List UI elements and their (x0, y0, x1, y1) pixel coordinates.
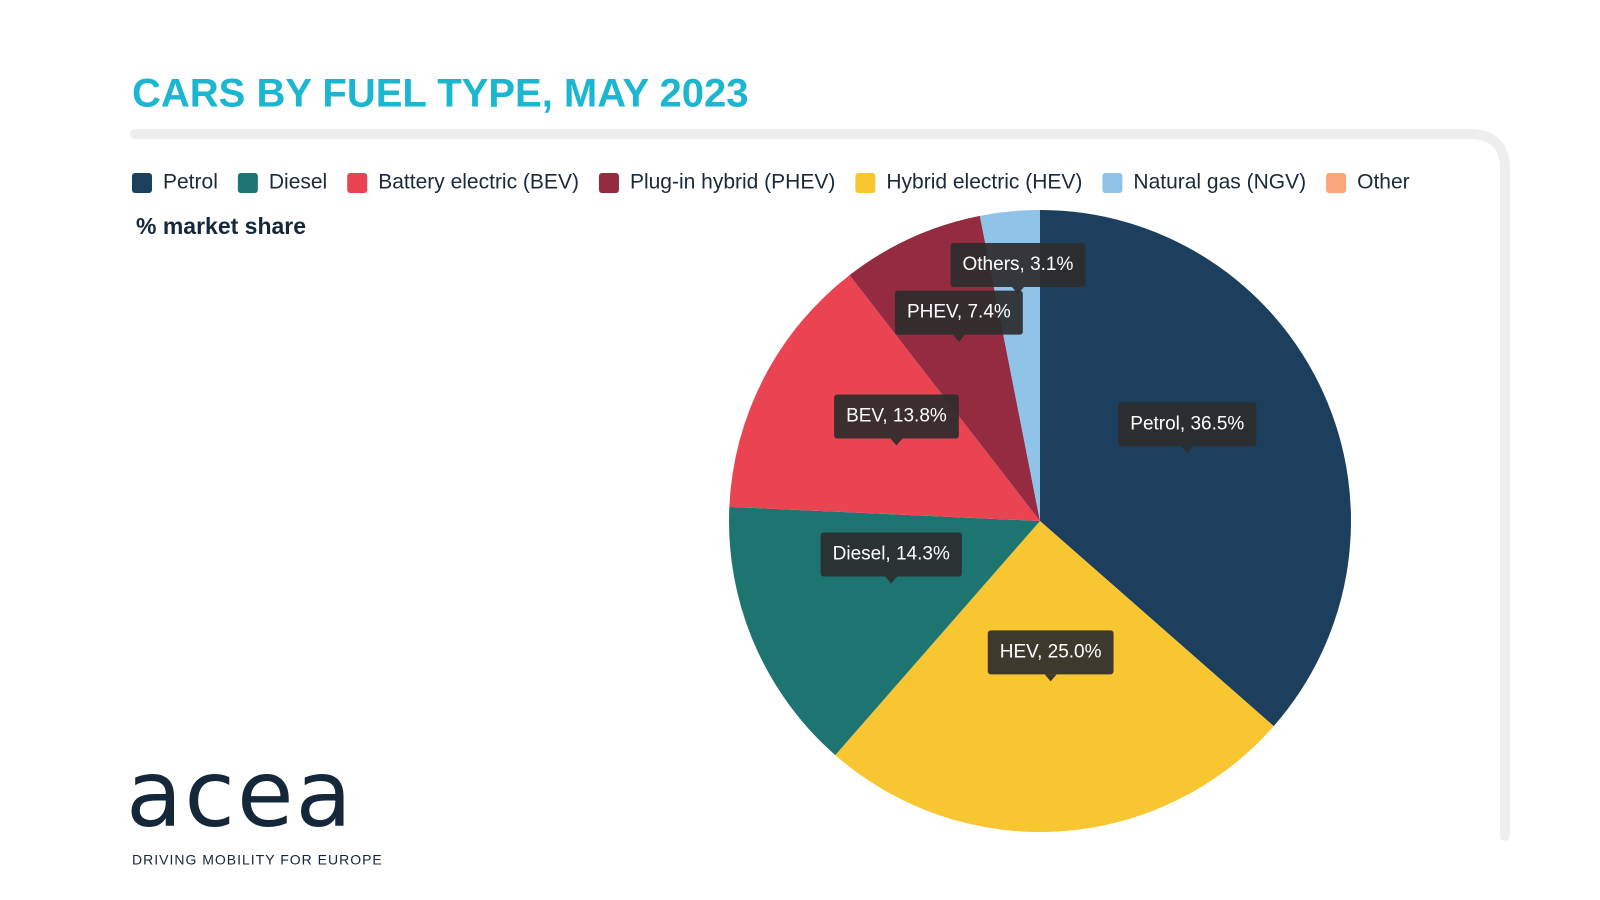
pie (728, 210, 1351, 832)
label-box (950, 243, 1086, 288)
legend-swatch (598, 173, 619, 193)
label-box (894, 290, 1023, 335)
pie-slice (1040, 210, 1351, 727)
label-pointer (1181, 446, 1194, 454)
legend-label: Diesel (269, 171, 327, 194)
legend-swatch (347, 173, 368, 193)
data-label-text: PHEV, 7.4% (907, 302, 1011, 323)
data-label: Diesel, 14.3% (820, 532, 962, 584)
data-label: Petrol, 36.5% (1118, 402, 1257, 454)
subtitle: % market share (136, 213, 306, 239)
legend-label: Plug-in hybrid (PHEV) (630, 171, 835, 194)
legend: Petrol Diesel Battery electric (BEV) Plug-i… (132, 171, 1410, 194)
data-label: PHEV, 7.4% (894, 290, 1023, 342)
legend-label: Battery electric (BEV) (378, 171, 579, 194)
label-pointer (1011, 287, 1024, 295)
label-pointer (1044, 674, 1057, 682)
pie-slice (979, 210, 1040, 521)
label-box (1118, 402, 1257, 447)
legend-swatch (132, 173, 152, 193)
legend-swatch (237, 173, 258, 193)
legend-swatch (1326, 173, 1347, 193)
data-label: HEV, 25.0% (987, 630, 1114, 682)
logo-tagline: DRIVING MOBILITY FOR EUROPE (132, 852, 383, 868)
pie-slice (728, 506, 1040, 756)
label-box (820, 532, 962, 577)
chart-title: CARS BY FUEL TYPE, MAY 2023 (132, 72, 749, 116)
legend-swatch (855, 173, 876, 193)
data-label-text: HEV, 25.0% (1000, 641, 1102, 662)
data-label-text: BEV, 13.8% (846, 406, 947, 427)
label-pointer (890, 438, 903, 446)
frame (130, 129, 1510, 841)
legend-label: Petrol (163, 171, 218, 194)
label-pointer (885, 576, 898, 584)
data-label-text: Diesel, 14.3% (833, 543, 950, 564)
logo: acea (126, 740, 354, 847)
data-label: BEV, 13.8% (834, 394, 959, 446)
labels: Petrol, 36.5% HEV, 25.0% Diesel, 14.3% BEV,… (820, 243, 1257, 682)
legend-label: Hybrid electric (HEV) (886, 171, 1082, 194)
label-box (834, 394, 959, 439)
legend-swatch (1102, 173, 1123, 193)
label-pointer (952, 334, 965, 342)
legend-label: Other (1357, 171, 1410, 194)
data-label: Others, 3.1% (950, 243, 1086, 295)
data-label-text: Others, 3.1% (963, 254, 1074, 275)
legend-label: Natural gas (NGV) (1133, 171, 1306, 194)
label-box (987, 630, 1114, 675)
data-label-text: Petrol, 36.5% (1130, 413, 1244, 434)
